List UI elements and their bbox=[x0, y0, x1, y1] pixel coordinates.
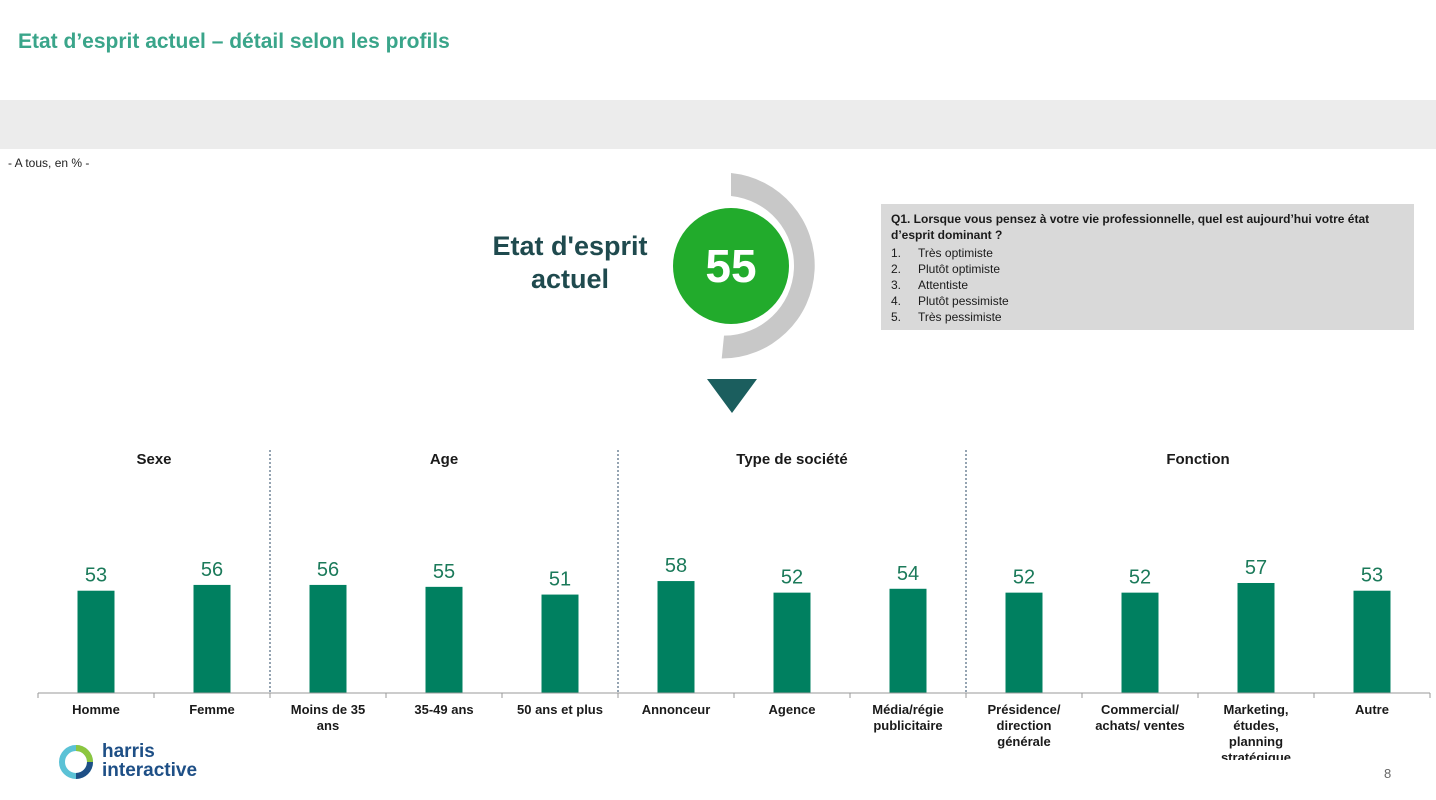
group-title: Fonction bbox=[1166, 451, 1229, 468]
group-title: Age bbox=[430, 451, 458, 468]
base-note: - A tous, en % - bbox=[8, 156, 90, 170]
option-label: Très pessimiste bbox=[918, 310, 1002, 324]
bar bbox=[889, 588, 927, 693]
bar-value-label: 55 bbox=[433, 561, 455, 583]
category-label: Présidence/direction générale bbox=[988, 702, 1061, 749]
question-text: Q1. Lorsque vous pensez à votre vie prof… bbox=[891, 212, 1370, 242]
bar bbox=[309, 584, 347, 693]
gauge-score-circle bbox=[673, 208, 789, 324]
page-title: Etat d’esprit actuel – détail selon les … bbox=[18, 30, 450, 53]
gauge-score-value: 55 bbox=[705, 240, 756, 292]
gauge-label-line1: Etat d'esprit bbox=[492, 231, 648, 261]
logo-line2: interactive bbox=[102, 760, 198, 781]
bar-value-label: 56 bbox=[201, 559, 223, 581]
harris-logo-text: harris interactive bbox=[102, 742, 197, 780]
bar bbox=[541, 594, 579, 693]
category-label: Marketing, études, planning stratégique bbox=[1221, 702, 1291, 760]
bar bbox=[1121, 592, 1159, 693]
gauge-label-line2: actuel bbox=[530, 264, 610, 294]
bar bbox=[425, 586, 463, 693]
bar-value-label: 53 bbox=[1361, 565, 1383, 587]
down-arrow-icon bbox=[707, 379, 757, 413]
category-label: 50 ans et plus bbox=[517, 702, 603, 717]
bar-value-label: 53 bbox=[85, 565, 107, 587]
bar-value-label: 51 bbox=[549, 569, 571, 591]
harris-logo-icon bbox=[59, 745, 93, 779]
category-label: Homme bbox=[72, 702, 120, 717]
answer-option: 5. Très pessimiste bbox=[891, 309, 1404, 325]
answer-option: 2. Plutôt optimiste bbox=[891, 261, 1404, 277]
bar bbox=[773, 592, 811, 693]
bar-value-label: 52 bbox=[1013, 567, 1035, 589]
bar-value-label: 56 bbox=[317, 559, 339, 581]
category-label: 35-49 ans bbox=[414, 702, 473, 717]
option-label: Attentiste bbox=[918, 278, 969, 292]
answer-option: 4. Plutôt pessimiste bbox=[891, 293, 1404, 309]
option-label: Très optimiste bbox=[918, 246, 993, 260]
gauge-label: Etat d'esprit actuel bbox=[470, 230, 670, 296]
gauge-ring bbox=[721, 173, 815, 359]
option-number: 2. bbox=[891, 262, 902, 276]
category-label: Agence bbox=[769, 702, 816, 717]
profile-bar-chart: Sexe 53 Homme 56 Femme Age 56 Moins de 35 ans 55 3… bbox=[37, 450, 1431, 760]
bar-value-label: 52 bbox=[781, 567, 803, 589]
bar-value-label: 52 bbox=[1129, 567, 1151, 589]
bar bbox=[77, 590, 115, 693]
bar bbox=[1353, 590, 1391, 693]
option-number: 5. bbox=[891, 310, 902, 324]
group-title: Type de société bbox=[736, 451, 847, 468]
option-number: 4. bbox=[891, 294, 902, 308]
bar-value-label: 54 bbox=[897, 563, 919, 585]
logo-line1: harris bbox=[102, 741, 155, 762]
category-label: Autre bbox=[1355, 702, 1389, 717]
header-band bbox=[0, 100, 1436, 149]
option-label: Plutôt optimiste bbox=[918, 262, 1001, 276]
category-label: Annonceur bbox=[642, 702, 711, 717]
category-label: Média/régie publicitaire bbox=[872, 702, 944, 733]
category-label: Femme bbox=[189, 702, 235, 717]
bar bbox=[1237, 582, 1275, 693]
score-gauge: 55 bbox=[673, 173, 815, 413]
option-number: 1. bbox=[891, 246, 902, 260]
option-number: 3. bbox=[891, 278, 902, 292]
bar bbox=[193, 584, 231, 693]
question-box: Q1. Lorsque vous pensez à votre vie prof… bbox=[881, 204, 1414, 330]
option-label: Plutôt pessimiste bbox=[918, 294, 1009, 308]
answer-options: 1. Très optimiste 2. Plutôt optimiste 3. At… bbox=[891, 245, 1404, 325]
bar-value-label: 58 bbox=[665, 555, 687, 577]
category-label: Moins de 35 ans bbox=[291, 702, 365, 733]
bar bbox=[1005, 592, 1043, 693]
answer-option: 3. Attentiste bbox=[891, 277, 1404, 293]
bar-value-label: 57 bbox=[1245, 557, 1267, 579]
category-label: Commercial/achats/ ventes bbox=[1095, 702, 1185, 733]
answer-option: 1. Très optimiste bbox=[891, 245, 1404, 261]
bar bbox=[657, 581, 695, 693]
group-title: Sexe bbox=[136, 451, 171, 468]
page-number: 8 bbox=[1384, 766, 1392, 781]
